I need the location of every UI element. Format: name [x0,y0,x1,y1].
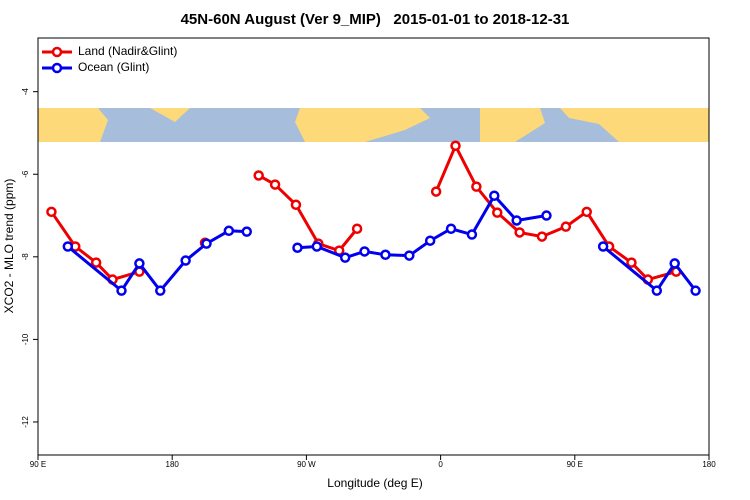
data-point [359,246,370,257]
legend-label: Ocean (Glint) [78,60,149,74]
data-point [514,227,525,238]
chart-title: 45N-60N August (Ver 9_MIP) 2015-01-01 to… [181,11,570,28]
data-point [597,241,609,252]
data-point [155,285,166,296]
data-point [511,215,522,226]
data-point [351,223,363,234]
legend-label: Land (Nadir&Glint) [78,44,177,58]
y-tick-label: -12 [21,416,30,428]
data-point [311,241,323,252]
data-point [241,226,253,237]
plot-frame [37,37,710,456]
data-point [201,238,212,249]
x-axis-label: Longitude (deg E) [327,476,422,490]
data-point [651,285,663,296]
y-axis-label: XCO2 - MLO trend (ppm) [2,179,16,314]
x-tick-label: 0 [438,460,443,469]
data-point [292,242,303,253]
x-tick-label: 180 [702,460,716,469]
data-point [134,258,145,269]
data-point [339,252,351,263]
data-point [690,285,701,296]
data-point [90,257,102,268]
data-point [424,235,436,246]
x-tick-label: 90 E [30,460,46,469]
legend-marker [51,46,63,58]
data-point [471,181,482,192]
data-point [46,206,57,218]
y-tick-label: -8 [21,253,30,261]
data-point [445,223,457,234]
data-point [492,207,503,218]
data-point [290,199,302,211]
data-point [223,225,235,237]
data-point [450,140,461,152]
legend-marker [51,62,63,74]
data-point [404,250,415,261]
data-point [669,258,680,269]
x-tick-label: 90 E [567,460,583,469]
data-point [430,186,442,197]
data-point [380,249,391,261]
data-point [253,170,264,181]
data-point [489,190,500,201]
data-point [541,210,552,221]
data-point [180,255,191,266]
data-point [536,231,548,242]
data-point [581,206,592,218]
map-band [38,108,709,142]
data-point [116,285,127,296]
data-point [626,257,637,268]
data-point [560,221,572,232]
y-tick-label: -4 [21,88,30,96]
data-point [62,241,74,252]
x-tick-label: 180 [166,460,180,469]
data-point [269,179,281,190]
x-tick-label: 90 W [297,460,316,469]
y-tick-label: -6 [21,170,30,178]
data-point [466,229,478,240]
y-tick-label: -10 [21,333,30,345]
